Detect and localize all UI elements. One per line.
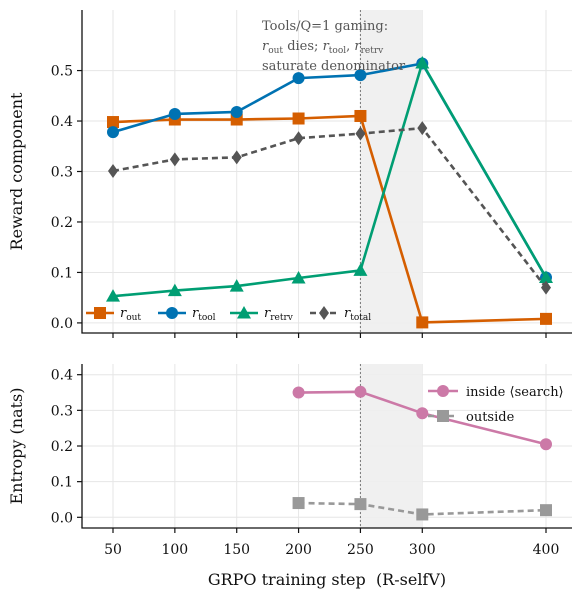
point-r_total bbox=[231, 150, 242, 165]
point-r_total bbox=[355, 126, 366, 141]
point-r_tool bbox=[107, 126, 119, 139]
legend-marker-r_tool bbox=[166, 307, 178, 319]
legend-marker-r_retrv bbox=[237, 306, 251, 319]
top-ylabel: Reward component bbox=[7, 92, 26, 250]
point-outside bbox=[540, 504, 552, 517]
point-r_retrv bbox=[353, 263, 368, 276]
point-inside bbox=[540, 438, 552, 451]
bottom-axes bbox=[81, 364, 572, 529]
bottom-ytick-label: 0.4 bbox=[51, 368, 73, 384]
top-ytick-label: 0.1 bbox=[51, 265, 73, 281]
annotation-line-1: Tools/Q=1 gaming: bbox=[262, 19, 388, 34]
annotation-line-2: rout dies; rtool, rretrv bbox=[262, 39, 384, 56]
bottom-entropy-panel: 0.0 0.1 0.2 0.3 0.4 Entropy (nats) 50 100 150 200… bbox=[7, 364, 572, 589]
bottom-legend: inside ⟨search⟩ outside bbox=[428, 385, 564, 425]
point-r_total bbox=[293, 131, 304, 146]
top-ytick-label: 0.4 bbox=[51, 114, 73, 130]
point-r_out bbox=[292, 112, 305, 125]
series-r_total bbox=[108, 121, 551, 295]
xtick-label: 50 bbox=[104, 542, 122, 558]
series-outside bbox=[292, 497, 552, 521]
point-r_total bbox=[541, 280, 551, 295]
xtick-label: 300 bbox=[409, 542, 436, 558]
top-axes bbox=[81, 10, 572, 334]
point-r_retrv bbox=[415, 55, 430, 69]
bottom-ytick-label: 0.2 bbox=[51, 439, 73, 455]
legend-label-inside: inside ⟨search⟩ bbox=[466, 385, 564, 400]
top-ytick-label: 0.5 bbox=[51, 64, 73, 80]
bottom-shaded-region bbox=[360, 364, 423, 528]
point-r_retrv bbox=[539, 270, 553, 283]
legend-label-outside: outside bbox=[466, 410, 515, 425]
legend-label-r_total: rtotal bbox=[344, 306, 371, 323]
legend-label-r_retrv: rretrv bbox=[264, 306, 294, 323]
point-outside bbox=[292, 497, 305, 510]
legend-item-outside: outside bbox=[428, 410, 515, 425]
xtick-label: 100 bbox=[161, 542, 188, 558]
point-inside bbox=[354, 385, 367, 398]
series-line-r_total bbox=[112, 126, 548, 289]
bottom-ylabel: Entropy (nats) bbox=[7, 387, 26, 504]
point-inside bbox=[292, 386, 305, 399]
series-inside bbox=[292, 385, 552, 451]
point-r_total bbox=[108, 163, 118, 178]
point-r_retrv bbox=[106, 289, 120, 302]
legend-item-inside: inside ⟨search⟩ bbox=[428, 385, 564, 400]
legend-marker-r_out bbox=[94, 307, 106, 319]
series-r_retrv bbox=[106, 55, 553, 302]
top-ytick-label: 0.3 bbox=[51, 165, 73, 181]
legend-marker-r_total bbox=[319, 306, 329, 320]
legend-marker-outside bbox=[437, 410, 449, 422]
point-inside bbox=[416, 407, 429, 420]
xtick-label: 400 bbox=[533, 542, 560, 558]
point-r_out bbox=[354, 109, 367, 122]
top-reward-panel: 0.0 0.1 0.2 0.3 0.4 0.5 Reward component rout rt… bbox=[7, 10, 572, 338]
legend-item-r_out: rout bbox=[86, 306, 141, 323]
point-r_total bbox=[417, 121, 428, 136]
series-line-r_retrv bbox=[112, 61, 548, 298]
bottom-ytick-label: 0.3 bbox=[51, 403, 73, 419]
point-r_total bbox=[169, 152, 180, 167]
legend-label-r_out: rout bbox=[120, 306, 141, 323]
point-r_out bbox=[416, 316, 429, 329]
top-ytick-label: 0.0 bbox=[51, 316, 73, 332]
point-r_retrv bbox=[167, 283, 182, 297]
bottom-ytick-label: 0.0 bbox=[51, 510, 73, 526]
point-r_retrv bbox=[291, 270, 306, 284]
point-outside bbox=[354, 498, 367, 511]
point-r_tool bbox=[292, 72, 305, 85]
gaming-annotation: Tools/Q=1 gaming: rout dies; rtool, rretr… bbox=[262, 19, 406, 74]
bottom-ytick-label: 0.1 bbox=[51, 475, 73, 491]
point-r_tool bbox=[168, 107, 181, 120]
series-line-r_tool bbox=[112, 62, 548, 279]
annotation-line-3: saturate denominator bbox=[262, 59, 406, 74]
legend-item-r_total: rtotal bbox=[310, 306, 371, 323]
legend-item-r_retrv: rretrv bbox=[230, 306, 294, 323]
legend-marker-inside bbox=[437, 385, 449, 397]
point-r_retrv bbox=[229, 279, 244, 292]
top-shaded-region bbox=[360, 10, 423, 333]
point-r_tool bbox=[230, 105, 243, 118]
series-line-outside bbox=[298, 501, 547, 516]
point-r_out bbox=[540, 312, 552, 325]
top-ytick-label: 0.2 bbox=[51, 215, 73, 231]
legend-label-r_tool: rtool bbox=[192, 306, 216, 323]
point-r_out bbox=[107, 116, 119, 129]
series-line-inside bbox=[298, 390, 547, 446]
xtick-label: 250 bbox=[347, 542, 374, 558]
point-outside bbox=[416, 508, 429, 521]
xtick-label: 150 bbox=[223, 542, 250, 558]
top-legend: rout rtool rretrv rtotal bbox=[86, 306, 371, 323]
legend-item-r_tool: rtool bbox=[158, 306, 216, 323]
point-r_tool bbox=[354, 69, 367, 82]
xtick-label: 200 bbox=[285, 542, 312, 558]
xlabel: GRPO training step (R-selfV) bbox=[208, 570, 446, 589]
